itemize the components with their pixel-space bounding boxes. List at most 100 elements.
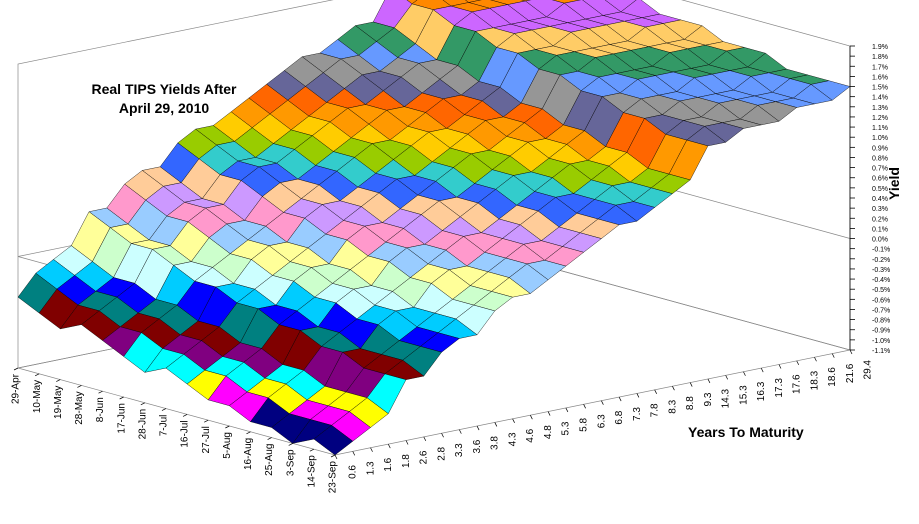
x-tick-label: 6.3 [596,414,607,428]
x-tick [831,353,835,358]
z-tick-label: 1.1% [872,125,888,132]
z-tick-label: -0.1% [872,247,890,254]
z-tick-label: 1.0% [872,135,888,142]
date-tick [140,402,145,406]
x-tick-label: 7.8 [650,403,661,417]
x-tick-label: 29.4 [863,360,874,380]
z-tick-label: -0.2% [872,257,890,264]
date-tick [98,390,103,394]
x-tick-label: 17.3 [774,378,785,398]
x-tick-label: 1.3 [365,461,376,475]
surface-patch [313,425,354,456]
x-tick-label: 18.3 [809,370,820,390]
x-tick-label: 3.8 [490,436,501,450]
x-tick [743,371,746,376]
z-tick-label: 0.1% [872,226,888,233]
x-tick-label: 17.6 [792,374,803,394]
surface-patch [406,0,418,5]
x-tick-label: 6.8 [614,410,625,424]
x-tick-label: 14.3 [721,389,732,409]
date-tick [288,443,293,446]
x-tick-label: 2.6 [419,450,430,464]
x-tick-label: 8.3 [667,399,678,413]
date-tick-label: 27-Jul [201,426,212,453]
date-tick-label: 8-Jun [95,397,106,422]
x-tick [618,396,622,402]
x-tick [689,382,693,387]
x-tick [672,386,675,391]
date-tick [34,373,40,377]
x-tick-label: 5.3 [561,421,572,435]
z-tick-label: -0.8% [872,318,890,325]
x-tick [441,433,444,438]
z-axis-label: Yield [886,167,902,200]
x-tick-label: 4.6 [525,428,536,442]
date-tick-label: 28-May [74,391,85,424]
x-tick-label: 4.8 [543,425,554,439]
z-tick-label: 0.4% [872,196,888,203]
date-tick-label: 10-May [32,380,43,413]
date-tick-label: 28-Jun [137,409,148,440]
x-tick-label: 4.3 [507,432,518,446]
x-tick [423,436,427,442]
z-tick-label: 1.7% [872,64,888,71]
date-tick [309,448,315,452]
z-tick-label: 1.6% [872,74,888,81]
x-tick [725,375,729,380]
date-tick-label: 3-Sep [285,449,296,476]
date-tick [246,431,251,435]
date-tick-label: 17-Jun [116,403,127,434]
x-tick-label: 5.8 [579,417,590,431]
z-tick-label: 1.4% [872,95,888,102]
x-tick-label: 18.6 [827,367,838,387]
chart-title: Real TIPS Yields After April 29, 2010 [91,81,237,116]
date-tick [330,454,336,458]
z-tick-label: 1.8% [872,54,888,61]
x-tick [636,393,640,398]
date-tick [77,385,82,388]
x-tick [760,367,764,373]
x-tick [387,443,391,449]
x-tick [778,364,782,369]
x-tick [494,422,498,427]
x-tick [814,357,817,362]
x-tick-label: 21.6 [845,363,856,383]
z-tick-label: -0.6% [872,297,890,304]
x-tick [405,440,409,445]
date-tick-label: 14-Sep [307,455,318,488]
date-tick-label: 19-May [53,386,64,419]
date-tick-label: 7-Jul [159,415,170,437]
z-tick-label: 0.7% [872,166,888,173]
x-tick-label: 9.3 [703,392,714,406]
date-tick [204,419,209,423]
date-tick-label: 5-Aug [222,432,233,459]
x-tick [547,411,551,416]
z-tick-label: 1.2% [872,115,888,122]
z-tick-label: 0.8% [872,155,888,162]
z-tick-label: -0.7% [872,307,890,314]
x-tick [707,378,711,384]
x-tick [334,454,338,460]
x-tick [352,451,356,456]
date-tick [161,408,167,411]
x-tick [458,429,462,434]
date-tick-label: 23-Sep [328,461,339,494]
date-tick [56,379,61,382]
x-tick [476,425,480,431]
z-tick-label: 0.2% [872,216,888,223]
z-tick-label: -1.1% [872,348,890,355]
x-tick [796,360,800,366]
x-tick-label: 1.6 [383,457,394,471]
x-axis-label: Years To Maturity [688,424,804,440]
x-tick [849,349,853,355]
z-tick-label: 0.3% [872,206,888,213]
date-tick-label: 25-Aug [264,444,275,476]
x-tick-label: 7.3 [632,407,643,421]
date-tick [182,414,188,417]
z-tick-label: 0.5% [872,186,888,193]
z-tick-label: 1.9% [872,44,888,51]
x-tick [583,404,586,409]
date-tick-label: 16-Aug [243,438,254,470]
